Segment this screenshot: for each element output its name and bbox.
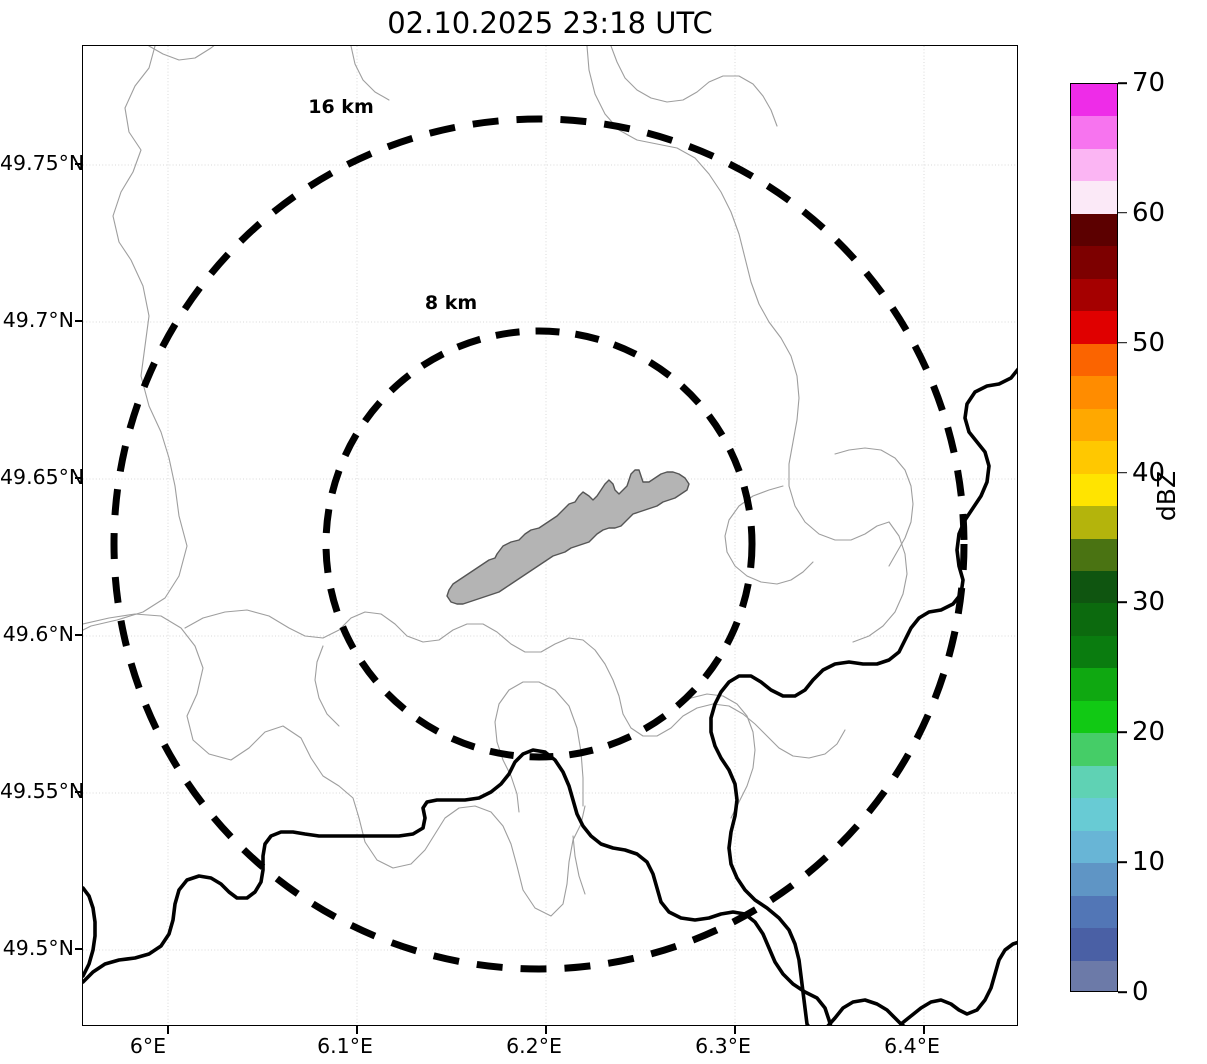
grid-lines [83,46,1017,1025]
y-axis-tick-label: 49.55°N [0,779,85,803]
y-tick-mark [75,948,83,950]
x-tick-mark [167,1026,169,1034]
colorbar-band [1071,278,1117,312]
colorbar-tick-label: 10 [1132,847,1166,878]
colorbar-band [1071,603,1117,637]
colorbar-tick-label: 0 [1132,977,1149,1007]
colorbar-band [1071,928,1117,962]
colorbar-tick-label: 30 [1132,587,1166,618]
colorbar-band [1071,213,1117,247]
colorbar-gradient [1070,83,1118,992]
y-tick-mark [75,320,83,322]
colorbar-band [1071,538,1117,572]
colorbar-band [1071,960,1117,991]
x-axis-tick-label: 6.4°E [884,1034,940,1058]
colorbar-band [1071,830,1117,864]
colorbar-tick-mark [1118,731,1127,734]
colorbar-tick-label: 40 [1132,457,1166,488]
colorbar-tick-mark [1118,82,1127,84]
colorbar-band [1071,863,1117,897]
x-tick-mark [923,1026,925,1034]
colorbar-tick-label: 60 [1132,197,1166,228]
colorbar-band [1071,408,1117,442]
map-axes[interactable]: 16 km 8 km [82,45,1018,1026]
colorbar[interactable]: 0 10 20 30 40 50 60 70 [1070,68,1165,1007]
colorbar-band [1071,473,1117,507]
colorbar-tick-label: 20 [1132,717,1166,748]
colorbar-band [1071,765,1117,799]
x-tick-mark [734,1026,736,1034]
y-tick-mark [75,163,83,165]
x-axis-tick-label: 6.2°E [506,1034,562,1058]
colorbar-band [1071,181,1117,215]
colorbar-band [1071,376,1117,410]
y-axis-tick-label: 49.7°N [2,308,74,332]
y-axis-tick-label: 49.6°N [2,622,74,646]
colorbar-tick-mark [1118,991,1127,993]
colorbar-band [1071,441,1117,475]
colorbar-tick-mark [1118,861,1127,863]
y-tick-mark [75,634,83,636]
range-ring-8km [322,327,756,761]
colorbar-band [1071,700,1117,734]
range-ring-16km [110,115,968,973]
colorbar-band [1071,668,1117,702]
y-axis-tick-label: 49.65°N [0,465,85,489]
y-axis-tick-label: 49.5°N [2,936,74,960]
colorbar-axis-label: dBZ [1152,470,1181,522]
colorbar-tick-label: 50 [1132,327,1166,358]
colorbar-band [1071,116,1117,150]
colorbar-band [1071,343,1117,377]
y-tick-mark [75,477,83,479]
x-tick-mark [545,1026,547,1034]
colorbar-band [1071,311,1117,345]
colorbar-band [1071,635,1117,669]
colorbar-tick-mark [1118,341,1127,344]
colorbar-band [1071,148,1117,182]
national-border-lines [83,367,1017,1025]
x-tick-mark [356,1026,358,1034]
colorbar-band [1071,733,1117,767]
page-title: 02.10.2025 23:18 UTC [387,6,713,40]
colorbar-band [1071,84,1117,118]
y-axis-tick-label: 49.75°N [0,151,85,175]
map-canvas [83,46,1017,1025]
colorbar-tick-mark [1118,601,1127,604]
range-ring-label-16km: 16 km [308,96,374,118]
colorbar-tick-mark [1118,212,1127,214]
colorbar-band [1071,506,1117,540]
colorbar-band [1071,570,1117,605]
colorbar-band [1071,895,1117,929]
x-axis-tick-label: 6.3°E [695,1034,751,1058]
colorbar-tick-mark [1118,471,1127,474]
range-ring-label-8km: 8 km [424,292,478,314]
colorbar-band [1071,246,1117,280]
x-axis-tick-label: 6°E [129,1034,167,1058]
city-boundary-polygon [446,469,690,605]
y-tick-mark [75,791,83,793]
colorbar-tick-label: 70 [1132,68,1166,98]
admin-boundary-lines [83,46,914,917]
x-axis-tick-label: 6.1°E [317,1034,373,1058]
colorbar-band [1071,798,1117,832]
